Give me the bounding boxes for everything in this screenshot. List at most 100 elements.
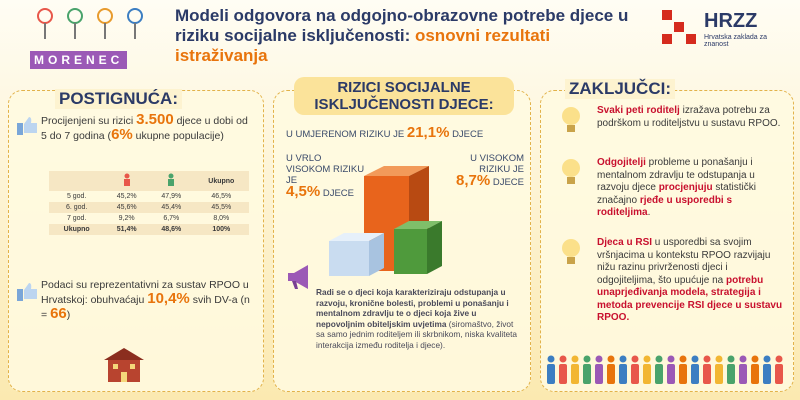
value: 8,7% (456, 172, 491, 189)
achievements-panel: POSTIGNUĆA: Procijenjeni su rizici 3.500… (8, 89, 264, 392)
morenec-logo: MORENEC (30, 6, 155, 69)
emphasis: procjenjuju (658, 182, 713, 193)
text-segment: (siromaštvo, život sa samo jednim rodite… (316, 318, 518, 350)
head (607, 355, 615, 363)
person-icon (751, 355, 759, 384)
head (679, 355, 687, 363)
head (571, 355, 579, 363)
person-icon (727, 355, 735, 384)
emphasis: 3.500 (136, 111, 174, 128)
person-icon (595, 355, 603, 384)
emphasis: 66 (50, 305, 67, 322)
suffix: DJECE (492, 177, 524, 188)
person-icon (691, 355, 699, 384)
body (631, 364, 639, 384)
emphasis: Radi se o djeci koja karakteriziraju ods… (316, 287, 509, 329)
table-cell: 45,2% (116, 193, 137, 200)
person-icon (775, 355, 783, 384)
table-row: 6. god. 45,6% 45,4% 45,5% (49, 202, 249, 213)
person-icon (619, 355, 627, 384)
text-segment: djece u dobi od 5 do 7 godina ( (41, 115, 248, 142)
table-cell: 45,4% (148, 202, 194, 213)
person-icon (763, 355, 771, 384)
person-icon (667, 355, 675, 384)
megaphone-icon (288, 265, 308, 289)
body (571, 364, 579, 384)
age-table: Ukupno 5 god. 45,2% 47,9% 46,5% 6. god. 45,6% 4… (49, 171, 249, 235)
table-header: Ukupno (49, 171, 249, 191)
head (667, 355, 675, 363)
sample-text: Procijenjeni su rizici 3.500 djece u dob… (41, 111, 256, 143)
body (583, 364, 591, 384)
blue-box (329, 233, 384, 276)
label: U VRLO VISOKOM RIZIKU JE (286, 153, 365, 186)
hrzz-mark (662, 10, 696, 44)
head (595, 355, 603, 363)
person-icon (607, 355, 615, 384)
bulb-icon (562, 107, 580, 132)
text-segment: . (647, 207, 651, 218)
text-segment: svih DV-a (n = (41, 294, 250, 321)
table-cell: 9,2% (118, 215, 135, 222)
table-cell: 100% (193, 224, 249, 235)
person-icon (583, 355, 591, 384)
table-cell: 46,5% (211, 193, 232, 200)
logo-text: MORENEC (30, 51, 155, 69)
head (547, 355, 555, 363)
body (715, 364, 723, 384)
text-segment: statistički značajno (597, 182, 756, 206)
bulb-icon (562, 159, 580, 184)
table-cell: Ukupno (49, 224, 105, 235)
person-icon (643, 355, 651, 384)
head (559, 355, 567, 363)
body (595, 364, 603, 384)
moderate-risk: U UMJERENOM RIZIKU JE 21,1% DJECE (286, 125, 526, 140)
body (763, 364, 771, 384)
body (559, 364, 567, 384)
head (727, 355, 735, 363)
head (631, 355, 639, 363)
header-cell: Ukupno (193, 171, 249, 191)
body (751, 364, 759, 384)
person-icon (559, 355, 567, 384)
logo-left: MORENEC (30, 51, 128, 69)
body (607, 364, 615, 384)
body (775, 364, 783, 384)
body (679, 364, 687, 384)
head (703, 355, 711, 363)
table-cell: 48,6% (148, 224, 194, 235)
person-icon (547, 355, 555, 384)
head (691, 355, 699, 363)
emphasis: 6% (111, 126, 133, 143)
head (775, 355, 783, 363)
high-risk: U VISOKOM RIZIKU JE 8,7% DJECE (439, 153, 524, 188)
head (583, 355, 591, 363)
people-icons (547, 355, 783, 384)
head (763, 355, 771, 363)
note: Radi se o djeci koja karakteriziraju ods… (316, 287, 522, 350)
body (739, 364, 747, 384)
emphasis: potrebu unaprjeđivanja modela, strategij… (597, 274, 783, 324)
table-cell: 45,6% (104, 202, 149, 213)
bulb-icon (562, 239, 580, 264)
very-high-risk: U VRLO VISOKOM RIZIKU JE 4,5% DJECE (286, 153, 366, 199)
head (739, 355, 747, 363)
text-segment: probleme u ponašanju i mentalnom zdravlj… (597, 157, 755, 193)
suffix: DJECE (322, 188, 354, 199)
representative-text: Podaci su reprezentativni za sustav RPOO… (41, 279, 256, 322)
table-cell: 51,4% (104, 224, 149, 235)
body (703, 364, 711, 384)
heading: POSTIGNUĆA: (55, 89, 182, 109)
header-icon (104, 171, 149, 191)
green-box (394, 221, 442, 274)
person-icon (703, 355, 711, 384)
text-segment: u usporedbi sa svojim vršnjacima u konte… (597, 237, 771, 286)
table-row: 7 god. 9,2% 6,7% 8,0% (49, 213, 249, 224)
suffix: DJECE (452, 129, 484, 140)
emphasis: Djeca u RSI (597, 237, 653, 248)
head (643, 355, 651, 363)
emphasis: 10,4% (147, 290, 190, 307)
table-cell: 7 god. (66, 215, 87, 222)
person-icon (631, 355, 639, 384)
table-cell: 45,5% (193, 202, 249, 213)
